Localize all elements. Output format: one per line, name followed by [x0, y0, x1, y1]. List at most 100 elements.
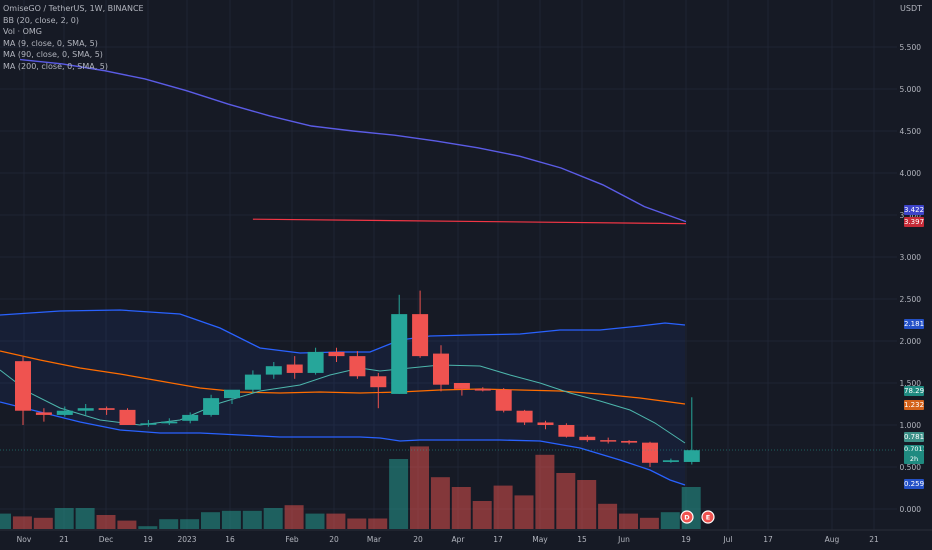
time-tick-label: 19: [681, 535, 691, 544]
earnings-icon: E: [701, 510, 715, 524]
event-label: E: [706, 514, 710, 522]
volume-bars: [0, 446, 701, 529]
volume-bar: [347, 518, 367, 529]
time-tick-label: May: [532, 535, 548, 544]
candle-body: [516, 410, 533, 423]
price-grid: [0, 46, 897, 510]
price-tick-label: 0.000: [900, 505, 922, 514]
volume-bar: [577, 480, 597, 529]
volume-bar: [305, 513, 325, 529]
candle-body: [161, 421, 178, 424]
candle-body: [683, 450, 700, 462]
candle-body: [391, 314, 408, 394]
candle-body: [474, 388, 491, 391]
candle-body: [433, 353, 449, 385]
candle-body: [182, 414, 199, 421]
volume-bar: [619, 513, 638, 529]
time-tick-label: Aug: [825, 535, 840, 544]
candle-body: [537, 422, 554, 425]
price-tick-label: 3.000: [900, 253, 922, 262]
time-tick-label: 2023: [177, 535, 196, 544]
legend-ma200[interactable]: MA (200, close, 0, SMA, 5): [3, 61, 109, 71]
last-price-tag: 0.7011 2h 13:48: [904, 445, 924, 464]
dividend-icon: D: [680, 510, 694, 524]
volume-bar: [284, 505, 304, 529]
time-tick-label: 21: [59, 535, 69, 544]
candle-body: [328, 351, 345, 357]
volume-bar: [201, 512, 220, 529]
bollinger-lower-line: [0, 401, 686, 486]
price-axis-unit: USDT: [900, 4, 922, 13]
time-tick-label: 20: [329, 535, 339, 544]
ma9-price-tag: 0.7811: [904, 432, 924, 442]
price-tick-label: 2.500: [900, 295, 922, 304]
time-tick-label: Dec: [99, 535, 114, 544]
price-tick-label: 1.500: [900, 379, 922, 388]
volume-bar: [556, 473, 576, 529]
volume-bar: [639, 517, 659, 529]
candle-body: [119, 409, 136, 425]
legend-volume[interactable]: Vol · OMG: [3, 27, 42, 36]
bb-basis-price-tag: 1.232: [904, 400, 924, 410]
candle-body: [286, 364, 303, 373]
volume-bar: [263, 508, 283, 529]
time-tick-label: 19: [143, 535, 153, 544]
candle-body: [349, 356, 366, 377]
candle-body: [98, 408, 115, 410]
legend-ma9[interactable]: MA (9, close, 0, SMA, 5): [3, 38, 98, 48]
price-tick-label: 5.000: [900, 85, 922, 94]
candle-body: [265, 366, 282, 375]
volume-bar: [389, 459, 409, 529]
last-price-value: 0.7011: [904, 445, 924, 453]
price-axis: 5.500 5.000 4.500 4.000 3.500 3.000 2.500 2.000…: [900, 43, 922, 514]
legend-symbol[interactable]: OmiseGO / TetherUS, 1W, BINANCE: [3, 4, 144, 13]
volume-bar: [410, 446, 429, 529]
candle-body: [307, 351, 324, 373]
candle-body: [579, 436, 596, 441]
candle-body: [621, 440, 638, 443]
time-tick-label: Jul: [722, 535, 732, 544]
time-tick-label: 15: [577, 535, 587, 544]
indicator-legend: OmiseGO / TetherUS, 1W, BINANCE BB (20, …: [3, 3, 144, 72]
candle-body: [453, 383, 470, 389]
candle-body: [140, 423, 157, 425]
time-tick-label: 17: [763, 535, 773, 544]
price-tick-label: 3.500: [900, 211, 922, 220]
candle-body: [244, 374, 261, 390]
time-tick-label: 21: [869, 535, 879, 544]
bollinger-band-fill: [0, 310, 685, 485]
volume-bar: [326, 513, 346, 529]
time-tick-label: 17: [493, 535, 503, 544]
event-label: D: [684, 514, 690, 522]
candle-body: [77, 408, 94, 411]
volume-bar: [33, 517, 53, 529]
candle-body: [56, 410, 73, 415]
time-tick-label: Apr: [452, 535, 466, 544]
time-tick-label: 20: [413, 535, 423, 544]
legend-ma90[interactable]: MA (90, close, 0, SMA, 5): [3, 50, 103, 59]
volume-bar: [535, 454, 555, 529]
price-tick-label: 4.500: [900, 127, 922, 136]
ma200-price-tag: 3.422: [904, 205, 924, 215]
volume-bar: [660, 512, 680, 529]
volume-bar: [138, 526, 158, 529]
time-grid: [23, 0, 875, 530]
volume-bar: [598, 503, 618, 529]
candle-body: [35, 412, 52, 415]
candle-body: [203, 398, 220, 415]
time-tick-label: 16: [225, 535, 235, 544]
candle-body: [662, 460, 679, 462]
bollinger-upper-line: [0, 309, 686, 354]
time-axis: Nov 21 Dec 19 2023 16 Feb 20 Mar 20 Apr 17 May 15 Jun 1…: [17, 535, 879, 544]
volume-bar: [96, 515, 116, 529]
price-tick-label: 5.500: [900, 43, 922, 52]
time-tick-label: Feb: [285, 535, 299, 544]
candle-body: [370, 376, 387, 388]
volume-bar: [514, 495, 534, 529]
price-tick-label: 0.500: [900, 463, 922, 472]
price-tick-label: 4.000: [900, 169, 922, 178]
legend-bb[interactable]: BB (20, close, 2, 0): [3, 15, 79, 25]
time-tick-label: Nov: [17, 535, 32, 544]
